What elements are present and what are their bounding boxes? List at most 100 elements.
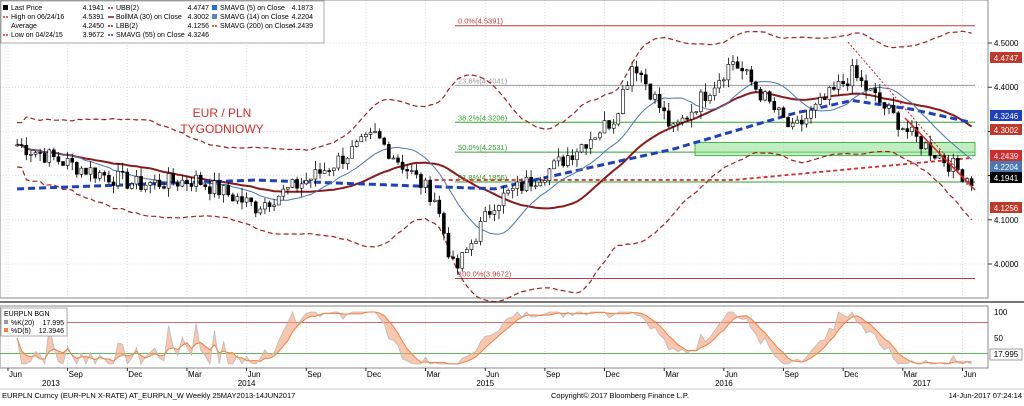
candle-body [19,144,24,147]
candle-body [529,176,533,187]
candle-body [208,186,212,194]
candle-body [800,119,804,125]
candle-body [786,117,790,127]
candle-body [139,176,143,190]
candle-body [423,179,428,188]
candle-body [882,102,887,109]
candle-body [272,204,276,207]
candle-body [180,179,185,187]
candle-body [492,210,497,215]
candle-body [79,167,84,175]
candle-body [483,211,487,222]
sma14-line [17,81,972,235]
x-month-label: Jun [963,370,976,379]
x-month-label: Jun [248,370,261,379]
candle-body [506,190,510,194]
candle-body [878,92,882,103]
candle-body [896,112,900,130]
candle-body [887,104,891,109]
stoch-k-line [16,310,972,366]
candle-body [24,144,29,156]
candle-body [919,136,923,150]
fib-label: 100.0%(3.9672) [458,269,512,278]
sub-tick-label: 100 [994,308,1008,317]
legend: Last Price 4.1941 High on 06/24/16 4.5391 Av… [0,0,325,44]
candle-body [84,167,88,175]
candle-body [524,176,529,191]
candle-body [226,185,231,196]
x-month-label: Sep [69,370,84,379]
candle-body [38,152,42,154]
candle-body [510,188,515,191]
annotation-line2: TYGODNIOWY [180,122,263,136]
candle-body [235,196,240,202]
candle-body [868,88,873,91]
candle-body [364,134,368,138]
candle-body [685,117,689,120]
candle-body [281,188,286,197]
candle-body [841,81,845,85]
x-month-label: Dec [844,370,858,379]
candle-body [584,144,588,149]
candle-body [231,194,235,202]
candle-body [579,144,584,153]
price-badge-label: 4.3002 [994,126,1019,135]
candle-body [744,69,749,72]
candle-body [891,104,896,114]
candle-body [598,132,602,139]
candle-body [70,158,75,163]
candle-body [382,137,387,145]
candle-body [850,65,855,87]
fib-label: 61.8%(4.1856) [458,173,508,182]
price-badge [990,110,1022,121]
candle-body [189,183,194,187]
legend-value: 4.2204 [292,14,314,21]
candle-body [565,155,570,166]
candle-body [818,97,822,105]
candle-body [731,61,735,65]
y-tick-label: 4.4000 [994,83,1019,92]
candle-body [763,91,767,101]
x-month-label: Dec [128,370,142,379]
candle-body [607,120,611,129]
candle-body [928,142,933,156]
legend-value: 4.1256 [188,23,210,30]
candle-body [611,123,616,129]
candle-body [432,199,437,202]
footer-right: 14-Jun-2017 07:24:14 [949,391,1022,400]
x-year-label: 2014 [238,379,256,388]
sub-legend-swatch [4,320,8,324]
candle-body [377,131,382,139]
candle-body [855,65,859,79]
price-badge [990,52,1022,63]
candle-body [520,181,524,191]
x-month-label: Sep [546,370,561,379]
candle-body [845,83,850,87]
legend-label: Average [11,23,37,30]
candle-body [740,67,744,72]
candle-body [547,168,552,181]
sub-tick-label: 50 [994,334,1003,343]
candle-body [864,80,868,91]
candle-body [465,249,469,253]
y-tick-label: 4.0000 [994,260,1019,269]
candle-body [47,149,52,163]
price-badge [990,150,1022,161]
candle-body [327,170,331,172]
candle-body [276,195,281,206]
candle-body [318,169,322,174]
x-month-label: Dec [367,370,381,379]
fib-label: 0.0%(4.5391) [458,17,504,26]
sub-panel-title: EURPLN BGN [4,311,50,318]
candle-body [409,170,414,172]
candle-body [15,144,19,147]
price-badge-label: 4.3246 [994,112,1019,121]
candle-body [295,179,299,189]
candle-body [258,208,263,214]
candle-body [804,117,809,125]
candle-body [185,179,189,184]
candle-body [836,81,841,90]
main-panel-border [0,0,989,299]
candle-body [712,87,717,96]
